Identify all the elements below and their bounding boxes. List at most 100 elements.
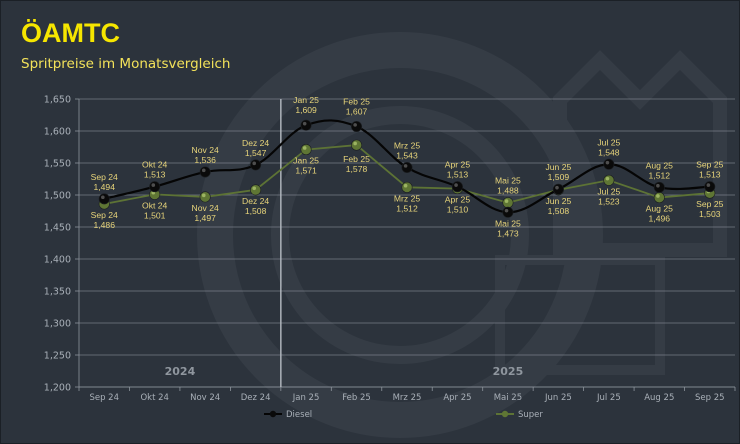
data-point-highlight (252, 161, 257, 166)
x-tick-label: Sep 24 (89, 393, 119, 403)
data-point-diesel (552, 183, 564, 195)
data-label-diesel-value: 1,543 (396, 150, 418, 160)
data-label-diesel-value: 1,509 (548, 172, 570, 182)
data-label-super-value: 1,523 (598, 196, 620, 206)
data-label-super-value: 1,488 (497, 186, 519, 196)
data-point-highlight (151, 183, 156, 187)
data-label-diesel-value: 1,513 (699, 170, 721, 180)
data-label-super: Feb 25 (343, 154, 370, 164)
data-point-diesel (250, 159, 262, 171)
data-label-super: Apr 25 (445, 195, 471, 205)
data-label-diesel-value: 1,513 (144, 170, 166, 180)
data-point-diesel (149, 181, 161, 193)
data-label-diesel: Sep 24 (91, 172, 118, 182)
data-label-super: Aug 25 (646, 204, 673, 214)
data-label-diesel-value: 1,607 (346, 107, 368, 117)
data-point-highlight (454, 183, 458, 187)
legend-marker-super (501, 410, 509, 418)
x-tick-label: Mrz 25 (393, 393, 422, 403)
data-label-diesel: Jun 25 (545, 162, 571, 172)
y-tick-label: 1,450 (44, 223, 71, 234)
data-label-super: Sep 25 (696, 199, 723, 209)
year-label: 2025 (493, 365, 524, 378)
data-label-diesel: Jul 25 (597, 137, 620, 147)
data-point-super (250, 184, 262, 196)
data-point-highlight (656, 183, 660, 188)
data-point-highlight (403, 164, 408, 168)
data-point-diesel (199, 166, 211, 178)
x-tick-label: Apr 25 (443, 393, 471, 403)
data-label-diesel-value: 1,512 (649, 170, 671, 180)
x-tick-label: Okt 24 (140, 393, 168, 403)
data-label-diesel: Aug 25 (646, 160, 673, 170)
data-point-highlight (201, 168, 206, 173)
watermark-emblem (197, 32, 727, 438)
data-label-super-value: 1,486 (93, 220, 115, 230)
axes: 1,200 1,250 1,300 1,350 1,400 1,450 1,500 1,550… (44, 95, 736, 403)
legend-label-diesel: Diesel (286, 410, 312, 420)
y-tick-label: 1,300 (44, 319, 71, 330)
y-tick-label: 1,350 (44, 287, 71, 298)
data-label-diesel-value: 1,547 (245, 148, 267, 158)
data-point-diesel (401, 161, 413, 173)
data-point-diesel (704, 181, 716, 193)
data-label-super-value: 1,508 (548, 206, 570, 216)
data-label-super-value: 1,496 (649, 214, 671, 224)
x-tick-label: Jun 25 (544, 393, 572, 403)
data-label-diesel: Sep 25 (696, 160, 723, 170)
data-point-highlight (403, 183, 408, 188)
data-point-diesel (653, 181, 665, 193)
x-tick-label: Nov 24 (190, 393, 220, 403)
data-label-super-value: 1,571 (295, 166, 317, 176)
x-tick-label: Aug 25 (644, 393, 674, 403)
data-label-super: Jul 25 (597, 186, 620, 196)
data-label-diesel: Nov 24 (192, 145, 219, 155)
data-label-super: Mrz 25 (394, 193, 420, 203)
data-label-super: Mai 25 (495, 176, 521, 186)
data-point-diesel (603, 158, 615, 170)
data-label-super: Jan 25 (293, 156, 319, 166)
y-tick-label: 1,250 (44, 351, 71, 362)
data-label-super-value: 1,510 (447, 205, 469, 215)
data-label-super: Sep 24 (91, 210, 118, 220)
x-tick-label: Jul 25 (596, 393, 621, 403)
x-tick-label: Sep 25 (695, 393, 725, 403)
data-point-highlight (252, 186, 257, 191)
data-label-diesel: Apr 25 (445, 160, 471, 170)
data-point-diesel (502, 206, 514, 218)
data-point-highlight (656, 194, 660, 198)
data-label-diesel-value: 1,473 (497, 228, 519, 238)
data-point-highlight (101, 195, 105, 200)
y-tick-label: 1,600 (44, 127, 71, 138)
data-point-super (502, 197, 514, 209)
oeamtc-logo: ÖAMTC (21, 18, 120, 48)
data-point-diesel (351, 121, 363, 133)
x-tick-label: Jan 25 (292, 393, 320, 403)
data-point-super (351, 139, 363, 151)
legend-label-super: Super (518, 410, 543, 420)
data-label-super-value: 1,497 (194, 213, 216, 223)
data-point-diesel (300, 119, 312, 131)
data-point-highlight (353, 141, 357, 146)
data-label-super: Okt 24 (142, 200, 168, 210)
data-label-diesel-value: 1,548 (598, 147, 620, 157)
data-point-highlight (605, 176, 610, 181)
data-label-super-value: 1,508 (245, 206, 267, 216)
data-label-diesel: Mrz 25 (394, 140, 420, 150)
data-label-diesel: Feb 25 (343, 97, 370, 107)
data-label-diesel: Okt 24 (142, 160, 168, 170)
data-label-diesel-value: 1,609 (295, 105, 317, 115)
data-point-highlight (201, 193, 206, 198)
chart-subtitle: Spritpreise im Monatsvergleich (21, 56, 231, 72)
data-label-diesel: Dez 24 (242, 138, 269, 148)
data-label-super: Jun 25 (545, 196, 571, 206)
y-tick-label: 1,500 (44, 191, 71, 202)
data-point-diesel (451, 181, 463, 193)
x-tick-label: Mai 25 (494, 393, 522, 403)
data-label-super-value: 1,578 (346, 164, 368, 174)
data-label-diesel-value: 1,494 (93, 182, 115, 192)
data-label-diesel: Jan 25 (293, 95, 319, 105)
